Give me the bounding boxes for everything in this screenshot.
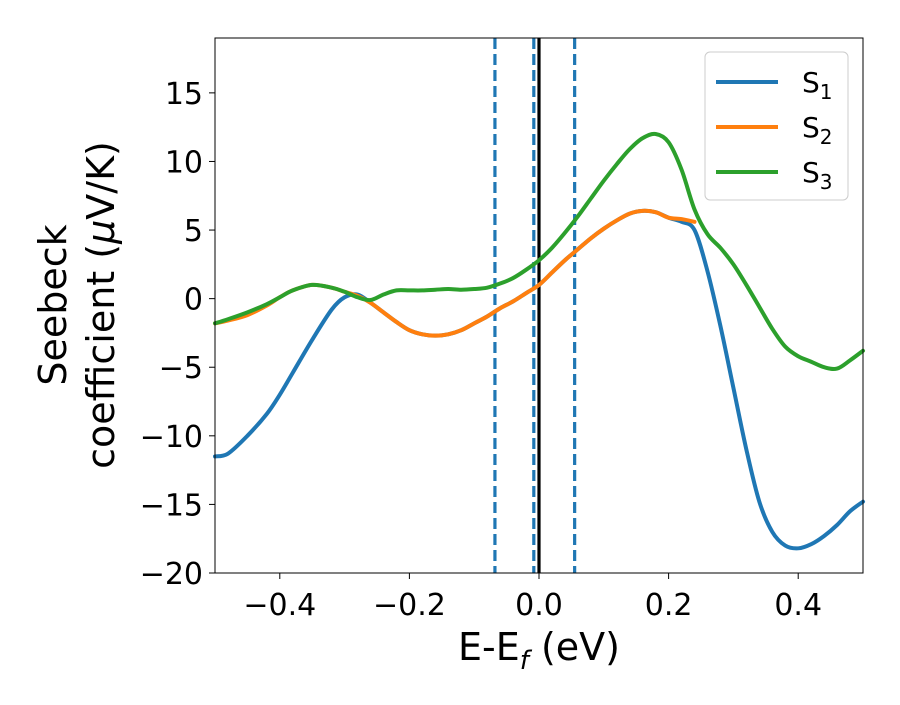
y-tick-label: 15 [165,77,203,112]
y-axis-ticks: −20 −15 −10 −5 0 5 10 15 [140,77,215,592]
y-tick-label: −10 [140,420,203,455]
series-lines [213,131,865,551]
y-axis-label-line1: Seebeck [31,224,75,385]
legend-label-s2: S2 [802,111,833,149]
legend: S1 S2 S3 [704,51,849,201]
x-tick-label: 0.2 [645,588,693,623]
y-axis-label-coefficient: coefficient (μV/K) [79,141,123,469]
y-axis-label-seebeck: Seebeck [31,224,75,385]
y-tick-label: 0 [184,283,203,318]
y-tick-label: −20 [140,557,203,592]
legend-label-s3: S3 [802,156,833,194]
legend-label-s1: S1 [802,66,833,104]
x-axis-label: E-Ef (eV) [458,625,620,676]
x-tick-label: 0.0 [515,588,563,623]
y-tick-label: −15 [140,488,203,523]
series-line-s2 [213,208,697,338]
x-tick-label: −0.2 [373,588,446,623]
x-tick-label: 0.4 [774,588,822,623]
x-tick-label: −0.4 [243,588,316,623]
x-axis-ticks: −0.4 −0.2 0.0 0.2 0.4 [243,573,822,623]
reference-lines [493,38,577,573]
series-line-s3 [213,131,865,372]
y-tick-label: −5 [159,351,203,386]
y-axis-label-line2: coefficient (μV/K) [79,141,123,469]
y-tick-label: 5 [184,214,203,249]
y-tick-label: 10 [165,145,203,180]
